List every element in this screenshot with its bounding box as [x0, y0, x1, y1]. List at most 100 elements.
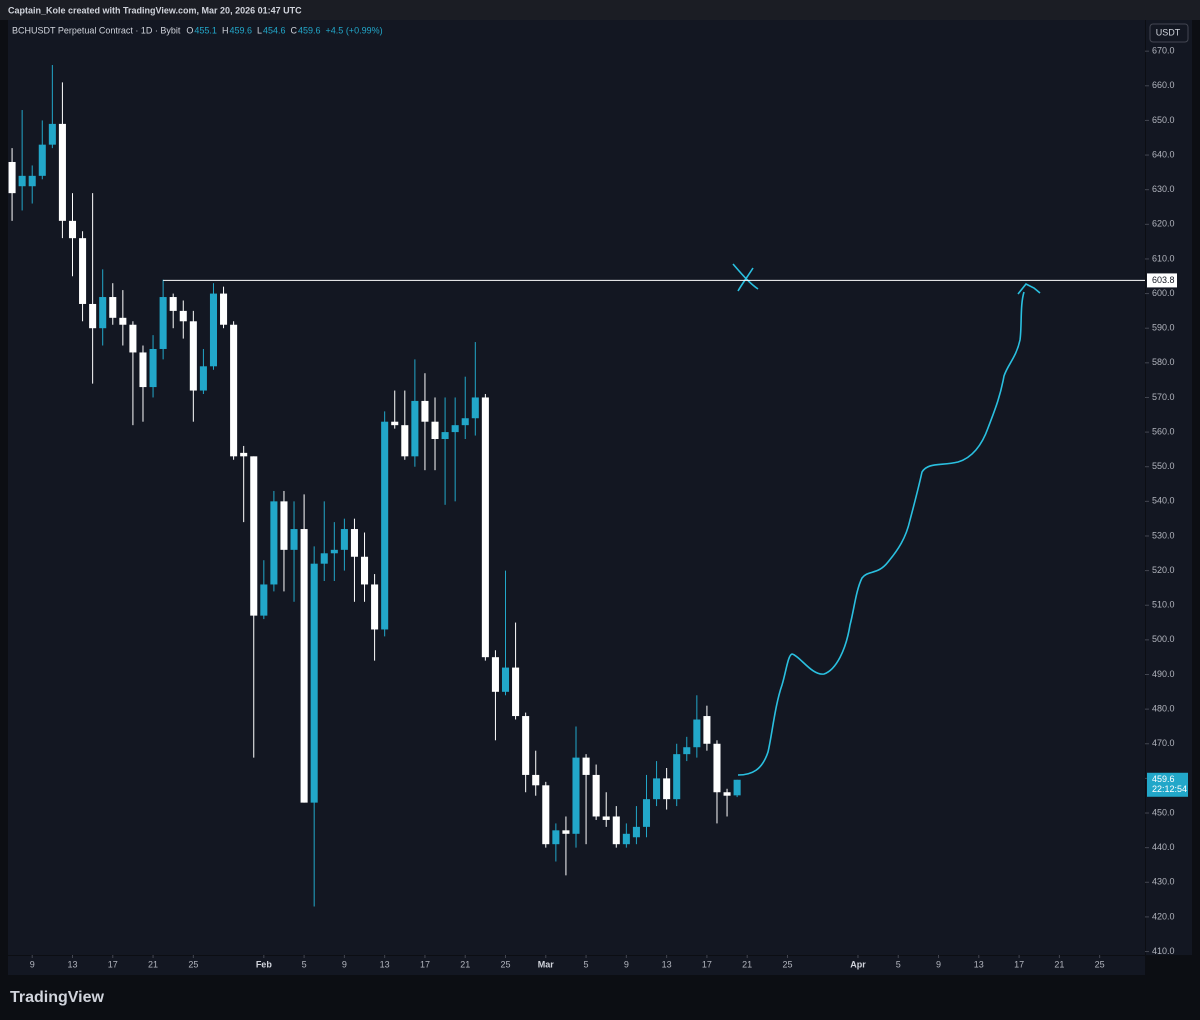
candle-body	[159, 297, 167, 349]
x-tick-label: Mar	[538, 959, 555, 969]
drawn-x	[732, 263, 759, 292]
y-tick-label: 450.0	[1152, 807, 1175, 817]
candle-body	[602, 816, 610, 820]
x-tick-label: 21	[460, 959, 470, 969]
x-tick-label: 25	[501, 959, 511, 969]
x-tick-label: 13	[67, 959, 77, 969]
y-tick-label: 670.0	[1152, 46, 1175, 56]
candle-body	[199, 366, 207, 391]
candle-body	[663, 778, 671, 800]
y-tick-label: 560.0	[1152, 426, 1175, 436]
x-tick-label: 21	[742, 959, 752, 969]
candle-body	[713, 743, 721, 793]
drawn-arrowhead	[1017, 282, 1041, 295]
x-tick-label: 17	[1014, 959, 1024, 969]
legend-field-label: H	[222, 25, 229, 35]
y-tick-label: 550.0	[1152, 461, 1175, 471]
candle-body	[622, 833, 630, 845]
x-tick-label: 21	[148, 959, 158, 969]
candle-body	[28, 175, 36, 187]
candle-body	[129, 324, 137, 353]
candle-body	[632, 826, 640, 838]
candle-body	[260, 584, 268, 616]
x-tick-label: 17	[702, 959, 712, 969]
candle-body	[491, 657, 499, 692]
candle-body	[461, 418, 469, 426]
y-tick-label: 650.0	[1152, 115, 1175, 125]
y-tick-label: 500.0	[1152, 634, 1175, 644]
price-axis	[1146, 20, 1192, 955]
candle-body	[8, 161, 16, 194]
x-tick-label: 9	[624, 959, 629, 969]
candle-body	[552, 830, 560, 845]
candle-body	[542, 785, 550, 845]
x-tick-label: 5	[896, 959, 901, 969]
candle-body	[310, 563, 318, 803]
candle-body	[441, 432, 449, 440]
candle-body	[209, 293, 217, 367]
candle-body	[68, 220, 77, 239]
legend-field-value: 459.6	[298, 25, 321, 35]
candle-body	[501, 667, 510, 692]
header-text: Captain_Kole created with TradingView.co…	[8, 5, 302, 15]
candle-body	[693, 719, 701, 748]
y-tick-label: 660.0	[1152, 80, 1175, 90]
x-tick-label: 21	[1054, 959, 1064, 969]
candle-body	[401, 425, 409, 457]
x-tick-label: 9	[936, 959, 941, 969]
unit-box	[1149, 23, 1189, 43]
candle-body	[38, 144, 46, 176]
y-tick-label: 630.0	[1152, 184, 1175, 194]
x-tick-label: 13	[974, 959, 984, 969]
candle-body	[512, 667, 520, 717]
candle-body	[179, 310, 187, 322]
candle-body	[572, 757, 580, 834]
candle-body	[79, 238, 87, 304]
candle-body	[361, 556, 369, 585]
candle-body	[391, 421, 399, 426]
y-tick-label: 590.0	[1152, 323, 1175, 333]
candle-body	[220, 293, 228, 325]
candle-body	[642, 799, 651, 827]
candle-body	[481, 397, 489, 658]
x-tick-label: 5	[584, 959, 589, 969]
legend-change: +4.5 (+0.99%)	[326, 25, 383, 35]
candle-body	[290, 529, 298, 550]
candle-body	[270, 501, 278, 585]
candle-body	[109, 297, 117, 318]
candle-body	[18, 175, 26, 187]
candle-body	[250, 456, 258, 616]
legend-field-label: L	[257, 25, 262, 35]
legend-field-value: 455.1	[194, 25, 217, 35]
candle-body	[421, 400, 429, 422]
last-price-label: 459.6	[1152, 774, 1175, 784]
time-axis	[8, 956, 1145, 975]
candle-body	[592, 774, 600, 817]
candle-body	[58, 123, 66, 221]
legend-field-label: O	[186, 25, 193, 35]
y-tick-label: 600.0	[1152, 288, 1175, 298]
candle-body	[99, 297, 107, 329]
unit-label: USDT	[1156, 27, 1181, 37]
x-tick-label: 25	[188, 959, 198, 969]
y-tick-label: 520.0	[1152, 565, 1175, 575]
y-tick-label: 440.0	[1152, 842, 1175, 852]
legend-field-value: 459.6	[229, 25, 252, 35]
candle-body	[330, 549, 338, 554]
y-tick-label: 580.0	[1152, 357, 1175, 367]
candle-body	[471, 397, 479, 419]
x-tick-label: 25	[1095, 959, 1105, 969]
y-tick-label: 570.0	[1152, 392, 1175, 402]
y-tick-label: 530.0	[1152, 530, 1175, 540]
x-tick-label: 17	[108, 959, 118, 969]
y-tick-label: 420.0	[1152, 911, 1175, 921]
candle-body	[300, 529, 308, 803]
candle-body	[522, 716, 530, 775]
legend-field-label: C	[291, 25, 298, 35]
candle-body	[451, 425, 459, 433]
candle-body	[340, 529, 348, 550]
candle-body	[240, 452, 248, 457]
x-tick-label: 9	[342, 959, 347, 969]
y-tick-label: 620.0	[1152, 219, 1175, 229]
